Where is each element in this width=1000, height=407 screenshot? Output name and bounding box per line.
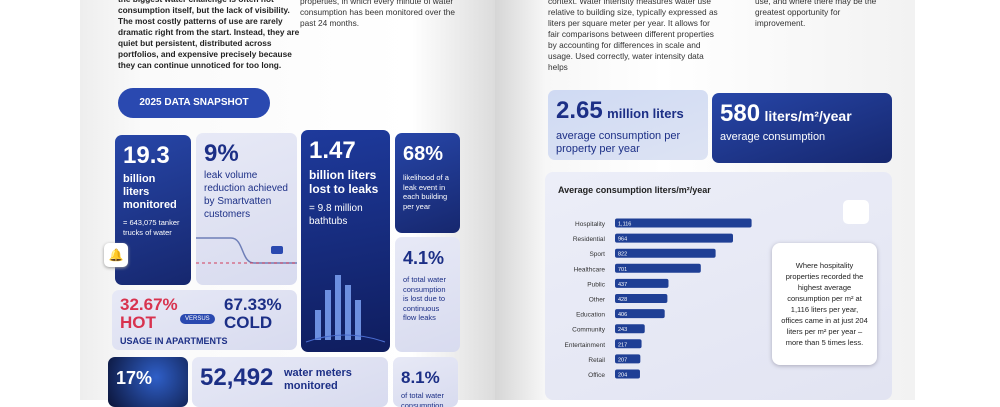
tile-label: likelihood of a leak event in each build…	[403, 173, 449, 211]
value-label: 822	[618, 252, 627, 258]
category-label: Sport	[589, 251, 605, 258]
chart: Average consumption liters/m²/year Hospi…	[558, 185, 869, 379]
bar	[615, 309, 665, 319]
tile-number: 17%	[116, 368, 153, 388]
bell-icon: 🔔	[104, 243, 128, 267]
badge: 2025 DATA SNAPSHOT	[118, 88, 270, 118]
value-label: 406	[618, 312, 627, 318]
trend-graphic	[196, 237, 297, 264]
tile-leaks: 1.47 billion liters lost to leaks = 9.8 …	[301, 130, 390, 352]
bar	[615, 369, 640, 379]
tile-label: of total water consumption is lost due t…	[403, 275, 446, 322]
hot: 32.67% HOT	[120, 296, 178, 332]
value-label: 207	[618, 357, 627, 363]
column-text: context. Water intensity measures water …	[548, 0, 718, 72]
cold: 67.33% COLD	[224, 296, 282, 332]
bar	[615, 294, 668, 303]
tile-label: billion liters lost to leaks	[309, 168, 379, 196]
hot-number: 32.67%	[120, 295, 178, 314]
value-label: 1,116	[618, 222, 631, 228]
category-label: Office	[588, 372, 605, 379]
bar	[615, 248, 716, 258]
category-label: Retail	[588, 357, 605, 364]
tile-likelihood: 68% likelihood of a leak event in each b…	[395, 133, 460, 233]
value-label: 243	[618, 327, 627, 333]
bar	[615, 233, 733, 243]
value-label: 204	[618, 373, 627, 379]
bar	[615, 354, 641, 364]
stat-unit: liters/m²/year	[764, 108, 852, 124]
stat-number: 2.65	[556, 97, 603, 124]
category-label: Other	[589, 297, 606, 304]
tile-label: leak volume reduction achieved by Smartv…	[204, 170, 288, 220]
category-label: Healthcare	[574, 266, 606, 273]
tile-number: 68%	[403, 143, 444, 165]
category-label: Hospitality	[575, 221, 606, 228]
cold-number: 67.33%	[224, 295, 282, 314]
stat-number: 580	[720, 100, 761, 127]
tile-label: billion liters monitored	[123, 173, 177, 211]
value-label: 964	[618, 237, 627, 243]
chart-icon	[843, 200, 869, 224]
cold-label: COLD	[224, 313, 273, 332]
value-label: 437	[618, 282, 627, 288]
bar	[615, 324, 645, 334]
category-label: Entertainment	[565, 342, 606, 349]
category-label: Public	[587, 281, 605, 288]
stat-label: average consumption	[720, 131, 826, 143]
bars-graphic	[305, 275, 386, 343]
tile-note: = 9.8 million bathtubs	[309, 203, 363, 227]
stat-label: average consumption per property per yea…	[556, 130, 681, 155]
column-text: properties, in which every minute of wat…	[300, 0, 455, 28]
stat-unit: million liters	[607, 106, 684, 121]
side-text: use, and where there may be the greatest…	[755, 0, 877, 28]
category-label: Community	[572, 327, 606, 334]
versus: VERSUS	[180, 314, 215, 324]
tile-share: 17%	[108, 357, 188, 407]
tile-monitored: 19.3 billion liters monitored = 643,075 …	[115, 135, 191, 285]
stat-per-property: 2.65 million liters average consumption …	[548, 90, 708, 160]
tile-number: 8.1%	[401, 368, 440, 387]
bar	[615, 218, 752, 228]
tile-note: = 643,075 tanker trucks of water	[123, 218, 180, 237]
tile-label: of total water consumption	[401, 391, 444, 407]
tile-number: 1.47	[309, 137, 356, 164]
value-label: 217	[618, 342, 627, 348]
callout-text: Where hospitality properties recorded th…	[781, 261, 868, 347]
tile-meters: 52,492 water meters monitored	[192, 357, 388, 407]
tile-hot-cold: 32.67% HOT VERSUS 67.33% COLD USAGE IN APA…	[112, 290, 297, 350]
tile-reduction: 9% leak volume reduction achieved by Sma…	[196, 133, 297, 285]
callout: Where hospitality properties recorded th…	[772, 243, 877, 365]
tile-number: 52,492	[200, 364, 274, 391]
category-label: Education	[576, 312, 605, 319]
bar	[615, 263, 701, 273]
hot-label: HOT	[120, 313, 156, 332]
category-label: Residential	[573, 236, 606, 243]
tile-number: 19.3	[123, 142, 170, 169]
caption: USAGE IN APARTMENTS	[120, 336, 228, 346]
bar	[615, 339, 642, 349]
tile-continuous: 4.1% of total water consumption is lost …	[395, 237, 460, 352]
value-label: 428	[618, 297, 627, 303]
stat-intensity: 580 liters/m²/year average consumption	[712, 93, 892, 163]
intro-text: the biggest water challenge is often not…	[118, 0, 300, 70]
tile-label: water meters monitored	[284, 367, 352, 392]
bar	[615, 278, 669, 288]
tile-number: 9%	[204, 140, 239, 167]
value-label: 701	[618, 267, 627, 273]
chart-title: Average consumption liters/m²/year	[558, 185, 711, 195]
tile-number: 4.1%	[403, 248, 445, 268]
